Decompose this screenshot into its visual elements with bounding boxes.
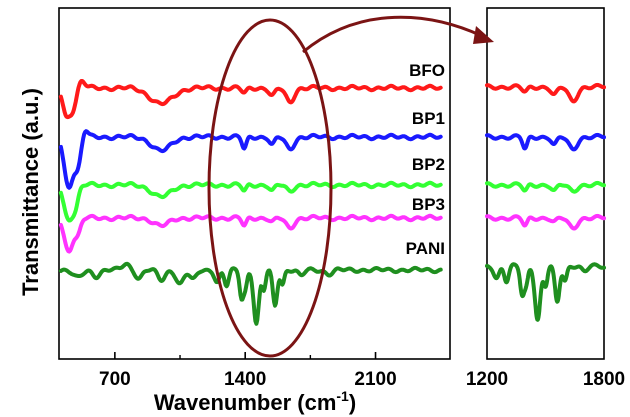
series-labels: BFO BP1 BP2 BP3 PANI: [406, 61, 445, 258]
series-label-bp3: BP3: [412, 195, 445, 214]
series-label-pani: PANI: [406, 239, 445, 258]
spectrum-bp2: [58, 180, 443, 223]
zoom-arrow: [302, 15, 483, 54]
zoom-x-tick-label: 1800: [583, 369, 625, 390]
x-tick-label: 700: [99, 369, 131, 390]
x-tick-label: 1400: [224, 369, 266, 390]
zoom-x-tick-label: 1200: [466, 369, 508, 390]
series-label-bfo: BFO: [409, 61, 445, 80]
spectrum-bfo: [58, 79, 443, 120]
main-curves: [58, 79, 443, 326]
highlight-ellipse: [207, 18, 333, 358]
spectrum-bp1: [58, 129, 443, 190]
x-axis-title: Wavenumber (cm-1): [154, 388, 356, 415]
series-label-bp2: BP2: [412, 155, 445, 174]
main-x-ticks: 700 1400 2100: [99, 352, 397, 390]
zoom-spectrum-pani: [485, 262, 606, 322]
main-plot-frame: [58, 7, 451, 360]
zoom-spectrum-bfo: [485, 82, 606, 104]
zoom-curves: [485, 82, 606, 322]
zoom-arrow-head: [473, 26, 494, 44]
spectrum-pani: [58, 261, 443, 326]
zoom-spectrum-bp3: [485, 213, 606, 231]
spectrum-bp3: [58, 213, 443, 254]
series-label-bp1: BP1: [412, 109, 445, 128]
y-axis-title: Transmittance (a.u.): [18, 88, 43, 296]
zoom-spectrum-bp1: [485, 132, 606, 152]
zoom-spectrum-bp2: [485, 180, 606, 194]
zoom-x-ticks: 1200 1800: [466, 369, 625, 390]
x-tick-label: 2100: [354, 369, 396, 390]
